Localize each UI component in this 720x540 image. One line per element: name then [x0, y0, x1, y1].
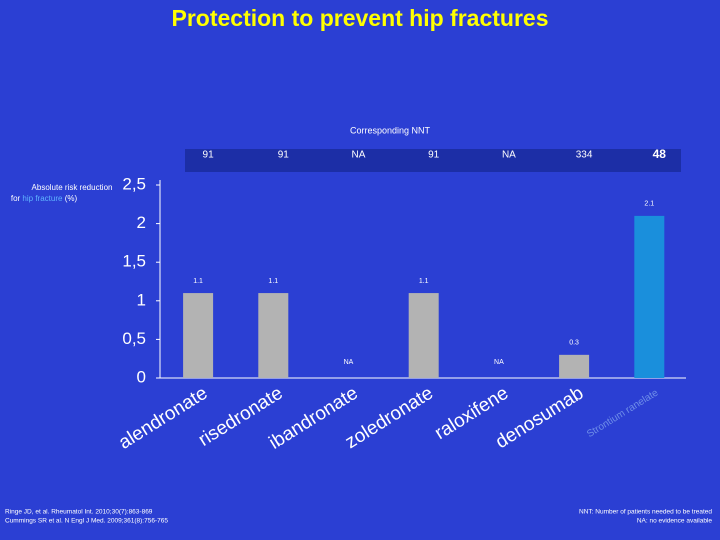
- value-label: 1.1: [268, 278, 278, 285]
- nnt-value: 334: [576, 150, 593, 161]
- value-label: 2.1: [644, 201, 654, 208]
- footnote: NNT: Number of patients needed to be tre…: [579, 509, 712, 516]
- bar: [258, 293, 289, 378]
- slide-title: Protection to prevent hip fractures: [171, 5, 548, 31]
- nnt-heading: Corresponding NNT: [350, 125, 431, 135]
- footnote: Cummings SR et al. N Engl J Med. 2009;36…: [5, 518, 168, 525]
- y-tick-label: 1,5: [122, 252, 146, 271]
- nnt-value: 48: [653, 147, 667, 161]
- y-tick-label: 1: [137, 290, 146, 309]
- y-tick-label: 2,5: [122, 174, 146, 193]
- y-label-part: for: [11, 194, 21, 203]
- nnt-value: NA: [502, 150, 516, 161]
- y-axis-label: Absolute risk reduction for hip fracture …: [11, 183, 113, 203]
- footnote: NA: no evidence available: [637, 518, 713, 525]
- nnt-value: 91: [278, 150, 290, 161]
- nnt-value: 91: [428, 150, 440, 161]
- y-tick-label: 0,5: [122, 329, 146, 348]
- value-label: NA: [344, 359, 354, 366]
- nnt-value: NA: [352, 150, 366, 161]
- y-label-part: hip fracture: [22, 194, 63, 203]
- y-tick-label: 2: [137, 213, 146, 232]
- bar: [408, 293, 439, 378]
- bar: [634, 215, 665, 378]
- bar: [559, 354, 590, 378]
- value-label: 0.3: [569, 340, 579, 347]
- nnt-value: 91: [203, 150, 215, 161]
- bar: [183, 293, 214, 378]
- value-label: 1.1: [193, 278, 203, 285]
- y-label-part: Absolute risk reduction: [32, 183, 113, 192]
- footnote: Ringe JD, et al. Rheumatol Int. 2010;30(…: [5, 509, 153, 516]
- y-tick-label: 0: [137, 367, 146, 386]
- value-label: 1.1: [419, 278, 429, 285]
- y-label-part: (%): [65, 194, 78, 203]
- value-label: NA: [494, 359, 504, 366]
- nnt-row: [185, 149, 681, 172]
